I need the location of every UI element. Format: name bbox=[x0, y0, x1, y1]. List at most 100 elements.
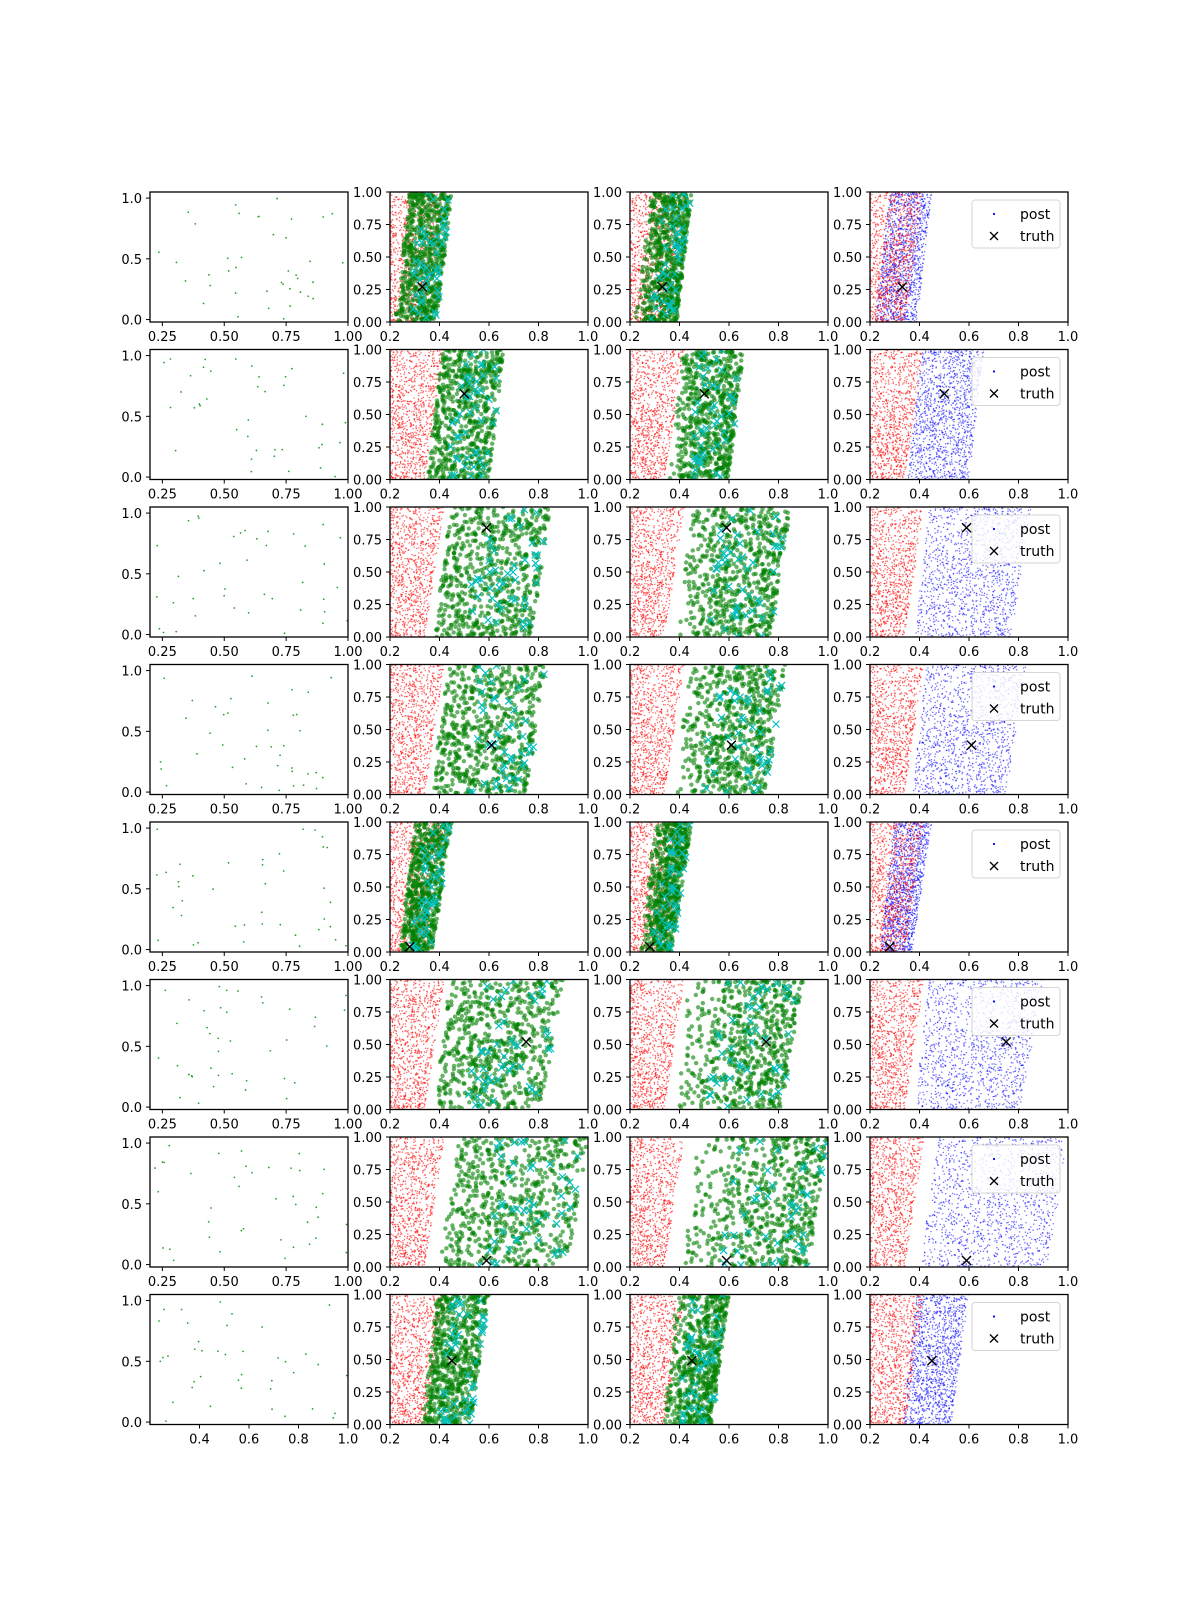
red-point bbox=[647, 228, 650, 230]
cyan-x-marker bbox=[429, 195, 438, 203]
red-point bbox=[900, 214, 902, 216]
red-point bbox=[631, 274, 633, 276]
red-point bbox=[398, 271, 401, 274]
red-point bbox=[908, 195, 911, 198]
data-point bbox=[265, 290, 268, 293]
post-point bbox=[926, 212, 928, 214]
red-point bbox=[905, 212, 907, 215]
post-point bbox=[895, 208, 898, 210]
post-point bbox=[901, 251, 904, 254]
post-point bbox=[897, 311, 899, 314]
cyan-x-marker bbox=[440, 215, 449, 224]
post-point bbox=[921, 205, 923, 207]
data-point bbox=[331, 212, 334, 215]
red-point bbox=[400, 226, 403, 229]
post-point bbox=[917, 272, 919, 275]
green-point bbox=[664, 222, 670, 228]
green-point bbox=[669, 287, 675, 292]
cyan-x-marker bbox=[421, 232, 430, 241]
post-point bbox=[902, 219, 905, 221]
post-point bbox=[917, 290, 920, 293]
data-point bbox=[209, 284, 212, 287]
post-point bbox=[915, 204, 918, 206]
post-point bbox=[902, 238, 905, 241]
post-point bbox=[894, 193, 897, 196]
green-point bbox=[408, 202, 413, 207]
red-point bbox=[670, 244, 672, 247]
red-point bbox=[640, 312, 642, 314]
post-point bbox=[884, 238, 887, 240]
post-point bbox=[891, 294, 893, 297]
red-point bbox=[893, 256, 896, 259]
red-point bbox=[873, 312, 876, 314]
post-point bbox=[889, 286, 892, 288]
green-point bbox=[407, 210, 413, 215]
red-point bbox=[654, 313, 656, 316]
red-point bbox=[873, 236, 875, 239]
red-point bbox=[900, 297, 902, 300]
red-point bbox=[633, 223, 636, 225]
post-point bbox=[903, 216, 905, 218]
green-point bbox=[436, 282, 442, 288]
red-point bbox=[392, 282, 395, 284]
red-point bbox=[410, 296, 412, 299]
post-point bbox=[921, 251, 923, 253]
red-point bbox=[640, 214, 642, 217]
red-point bbox=[403, 221, 406, 224]
red-point bbox=[636, 291, 639, 293]
red-point bbox=[393, 271, 396, 273]
red-point bbox=[394, 251, 397, 254]
post-point bbox=[890, 244, 892, 246]
red-point bbox=[887, 219, 889, 221]
post-point bbox=[891, 235, 894, 237]
red-point bbox=[894, 285, 897, 288]
data-point bbox=[309, 260, 311, 263]
post-point bbox=[912, 315, 914, 317]
red-point bbox=[899, 311, 902, 313]
red-point bbox=[631, 309, 634, 312]
post-point bbox=[879, 287, 882, 290]
post-point bbox=[902, 297, 905, 299]
red-point bbox=[635, 270, 638, 272]
post-point bbox=[909, 202, 912, 204]
red-point bbox=[879, 273, 881, 275]
cyan-x-marker bbox=[655, 274, 664, 282]
post-point bbox=[926, 213, 929, 216]
red-point bbox=[894, 238, 896, 241]
red-point bbox=[882, 241, 885, 244]
post-point bbox=[884, 234, 887, 237]
red-point bbox=[916, 201, 918, 204]
post-point bbox=[908, 270, 911, 272]
post-point bbox=[915, 269, 918, 271]
red-point bbox=[422, 280, 424, 282]
post-point bbox=[917, 293, 919, 296]
red-point bbox=[397, 289, 400, 292]
post-point bbox=[899, 292, 902, 294]
red-point bbox=[402, 217, 405, 219]
cyan-x-marker bbox=[414, 308, 423, 317]
red-point bbox=[871, 242, 874, 245]
red-point bbox=[893, 260, 895, 262]
red-point bbox=[883, 243, 885, 245]
red-point bbox=[875, 210, 877, 212]
red-point bbox=[633, 269, 635, 272]
y-tick-label: 1.00 bbox=[593, 186, 622, 201]
red-point bbox=[393, 226, 395, 229]
post-point bbox=[929, 196, 931, 199]
red-point bbox=[899, 241, 902, 244]
red-point bbox=[639, 317, 641, 319]
post-point bbox=[911, 294, 914, 297]
post-point bbox=[880, 269, 883, 271]
y-tick-label: 0.0 bbox=[121, 314, 142, 329]
post-point bbox=[894, 280, 896, 282]
post-point bbox=[912, 227, 915, 230]
post-point bbox=[924, 229, 927, 232]
post-point bbox=[899, 203, 902, 205]
post-point bbox=[902, 276, 905, 279]
red-point bbox=[634, 273, 636, 275]
green-point bbox=[408, 278, 414, 283]
post-point bbox=[911, 192, 914, 195]
post-point bbox=[919, 234, 921, 236]
red-point bbox=[637, 319, 639, 321]
green-point bbox=[403, 258, 409, 264]
